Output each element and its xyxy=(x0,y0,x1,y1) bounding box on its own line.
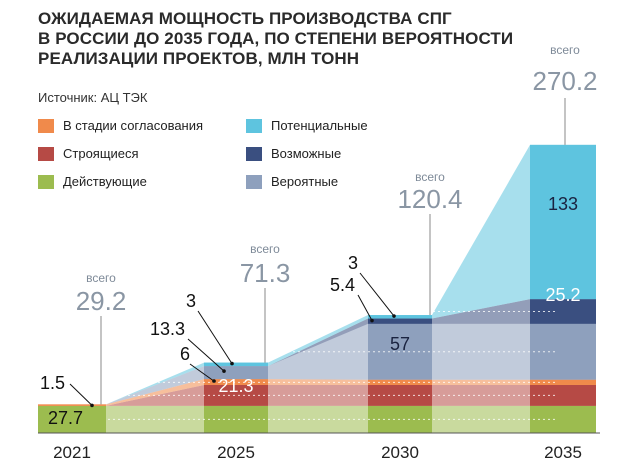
legend-label: Действующие xyxy=(63,174,147,189)
column-segment-possible xyxy=(530,299,596,324)
data-label-building: 21.3 xyxy=(218,376,253,396)
legend-swatch xyxy=(246,174,262,189)
area-band-probable xyxy=(38,323,596,405)
total-label: всего xyxy=(415,170,445,184)
callout-dot xyxy=(90,403,94,408)
column-segment-approval xyxy=(204,379,268,385)
column-segment-building xyxy=(204,384,268,406)
column-segment-potential xyxy=(204,362,268,367)
legend-label: Вероятные xyxy=(271,174,339,189)
data-label-operating: 27.7 xyxy=(48,408,83,428)
total-label: всего xyxy=(550,43,580,57)
total-value: 270.2 xyxy=(532,66,597,96)
callout-line xyxy=(69,383,93,406)
data-label-approval: 6 xyxy=(180,344,190,364)
callout-line xyxy=(359,272,395,317)
legend-swatch xyxy=(38,118,54,133)
callout-dot xyxy=(222,369,226,373)
callout-line xyxy=(189,363,215,382)
legend-label: Возможные xyxy=(271,146,342,161)
legend-label: Строящиеся xyxy=(63,146,139,161)
callout-dot xyxy=(370,318,374,323)
callout-line xyxy=(187,338,225,372)
data-label-probable: 13.3 xyxy=(150,319,185,339)
legend-item-potential: Потенциальные xyxy=(246,118,368,133)
x-tick-label: 2030 xyxy=(381,443,419,462)
column-segment-potential xyxy=(368,315,432,319)
chart-title-line: В РОССИИ ДО 2035 ГОДА, ПО СТЕПЕНИ ВЕРОЯТ… xyxy=(38,29,514,48)
chart-source: Источник: АЦ ТЭК xyxy=(38,90,148,105)
data-label-potential: 133 xyxy=(548,194,578,214)
column-segment-possible xyxy=(368,318,432,324)
area-band-building xyxy=(38,384,596,406)
area-band-operating xyxy=(38,405,596,433)
callout-dot xyxy=(392,314,396,318)
legend-label: В стадии согласования xyxy=(63,118,204,133)
total-value: 71.3 xyxy=(240,258,291,288)
x-tick-label: 2035 xyxy=(544,443,582,462)
legend-item-operating: Действующие xyxy=(38,174,147,189)
data-label-possible: 25.2 xyxy=(545,285,580,305)
column-segment-operating xyxy=(38,405,106,433)
x-tick-label: 2025 xyxy=(217,443,255,462)
legend-item-approval: В стадии согласования xyxy=(38,118,203,133)
callout-dot xyxy=(212,379,216,383)
data-label-probable: 57 xyxy=(390,334,410,354)
legend-swatch xyxy=(38,174,54,189)
column-segment-probable xyxy=(204,366,268,380)
column-segment-approval xyxy=(530,379,596,385)
column-segment-building xyxy=(530,384,596,406)
total-value: 29.2 xyxy=(76,286,127,316)
data-label-potential: 3 xyxy=(186,291,196,311)
total-label: всего xyxy=(250,242,280,256)
column-segment-approval xyxy=(38,404,106,406)
column-segment-potential xyxy=(530,144,596,300)
legend-swatch xyxy=(246,118,262,133)
data-label-potential: 3 xyxy=(348,253,358,273)
total-value: 120.4 xyxy=(397,184,462,214)
chart-title-line: ОЖИДАЕМАЯ МОЩНОСТЬ ПРОИЗВОДСТВА СПГ xyxy=(38,9,452,28)
x-tick-label: 2021 xyxy=(53,443,91,462)
total-label: всего xyxy=(86,271,116,285)
callout-line xyxy=(357,294,373,321)
legend-item-possible: Возможные xyxy=(246,146,341,161)
legend-item-building: Строящиеся xyxy=(38,146,139,161)
callout-dot xyxy=(230,361,234,366)
legend-item-probable: Вероятные xyxy=(246,174,338,189)
data-label-approval: 1.5 xyxy=(40,373,65,393)
data-label-possible: 5.4 xyxy=(330,275,355,295)
legend-swatch xyxy=(246,146,262,161)
legend-label: Потенциальные xyxy=(271,118,368,133)
column-segment-operating xyxy=(530,405,596,433)
chart-title-line: РЕАЛИЗАЦИИ ПРОЕКТОВ, МЛН ТОНН xyxy=(38,49,360,68)
legend-swatch xyxy=(38,146,54,161)
column-segment-probable xyxy=(530,323,596,380)
callout-line xyxy=(197,310,233,364)
chart-title: ОЖИДАЕМАЯ МОЩНОСТЬ ПРОИЗВОДСТВА СПГ В РО… xyxy=(38,9,598,69)
